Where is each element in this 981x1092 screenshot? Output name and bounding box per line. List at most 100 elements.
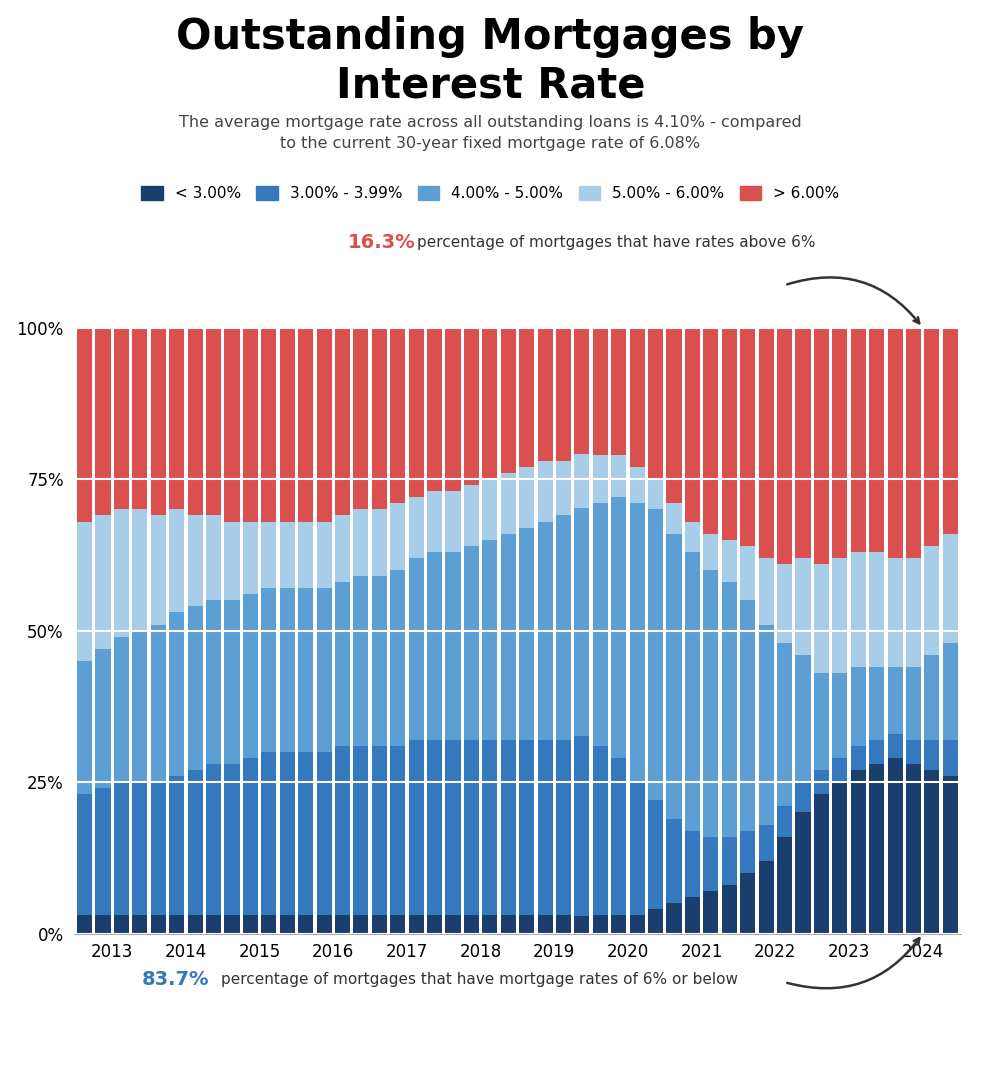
Bar — [187, 515, 203, 606]
Bar — [538, 522, 552, 739]
Bar — [556, 739, 571, 915]
Bar — [169, 776, 184, 915]
Bar — [685, 522, 700, 551]
Bar — [390, 328, 405, 503]
Bar — [722, 328, 737, 539]
Bar — [538, 328, 552, 461]
Bar — [427, 491, 442, 551]
Bar — [685, 831, 700, 898]
Bar — [575, 736, 590, 916]
Bar — [630, 782, 645, 915]
Bar — [666, 819, 682, 903]
Bar — [814, 328, 829, 563]
Bar — [95, 515, 111, 649]
Bar — [243, 522, 258, 594]
Bar — [741, 328, 755, 546]
Bar — [814, 770, 829, 794]
Bar — [905, 764, 921, 934]
Bar — [390, 503, 405, 570]
Bar — [390, 570, 405, 746]
Text: percentage of mortgages that have mortgage rates of 6% or below: percentage of mortgages that have mortga… — [221, 972, 738, 987]
Bar — [151, 915, 166, 934]
Bar — [261, 589, 277, 751]
Bar — [685, 328, 700, 522]
Bar — [335, 515, 350, 582]
Bar — [483, 915, 497, 934]
Bar — [722, 836, 737, 886]
Bar — [500, 739, 516, 915]
Bar — [77, 661, 92, 794]
Bar — [77, 915, 92, 934]
Bar — [648, 910, 663, 934]
Bar — [225, 328, 239, 522]
Bar — [169, 915, 184, 934]
Bar — [169, 328, 184, 509]
Bar — [151, 328, 166, 515]
Bar — [796, 655, 810, 782]
Bar — [924, 546, 940, 655]
Bar — [869, 667, 884, 739]
Bar — [206, 764, 221, 915]
Bar — [445, 915, 460, 934]
Bar — [758, 328, 774, 558]
Bar — [390, 746, 405, 915]
Text: 16.3%: 16.3% — [348, 233, 416, 252]
Bar — [280, 751, 294, 915]
Bar — [335, 328, 350, 515]
Bar — [225, 764, 239, 915]
Bar — [758, 824, 774, 860]
Bar — [832, 782, 848, 934]
Bar — [114, 915, 129, 934]
Bar — [483, 739, 497, 915]
Bar — [630, 328, 645, 467]
Bar — [483, 539, 497, 739]
Bar — [132, 915, 147, 934]
Bar — [703, 891, 718, 934]
Bar — [77, 328, 92, 522]
Bar — [372, 509, 387, 577]
Bar — [556, 915, 571, 934]
Bar — [206, 515, 221, 601]
Bar — [317, 328, 332, 522]
Bar — [261, 915, 277, 934]
Bar — [556, 515, 571, 739]
Bar — [225, 915, 239, 934]
Bar — [243, 328, 258, 522]
Bar — [464, 915, 479, 934]
Bar — [187, 606, 203, 770]
Bar — [77, 794, 92, 915]
Bar — [132, 630, 147, 782]
Bar — [796, 812, 810, 934]
Bar — [593, 455, 608, 503]
Bar — [611, 328, 626, 455]
Bar — [777, 563, 792, 643]
Bar — [869, 739, 884, 764]
Bar — [280, 915, 294, 934]
Bar — [114, 637, 129, 782]
Bar — [758, 625, 774, 824]
Bar — [777, 328, 792, 563]
Bar — [630, 915, 645, 934]
Bar — [464, 739, 479, 915]
Bar — [666, 903, 682, 934]
Bar — [132, 509, 147, 630]
Bar — [500, 915, 516, 934]
Bar — [225, 601, 239, 764]
Bar — [445, 328, 460, 491]
Bar — [372, 328, 387, 509]
Bar — [95, 328, 111, 515]
Bar — [280, 589, 294, 751]
Bar — [519, 328, 535, 467]
Bar — [225, 522, 239, 601]
Bar — [427, 739, 442, 915]
Bar — [280, 328, 294, 522]
Text: percentage of mortgages that have rates above 6%: percentage of mortgages that have rates … — [417, 235, 815, 250]
Bar — [648, 509, 663, 800]
Bar — [722, 582, 737, 836]
Bar — [317, 751, 332, 915]
Bar — [593, 328, 608, 455]
Bar — [685, 551, 700, 831]
Bar — [666, 328, 682, 503]
Bar — [905, 328, 921, 558]
Bar — [409, 328, 424, 497]
